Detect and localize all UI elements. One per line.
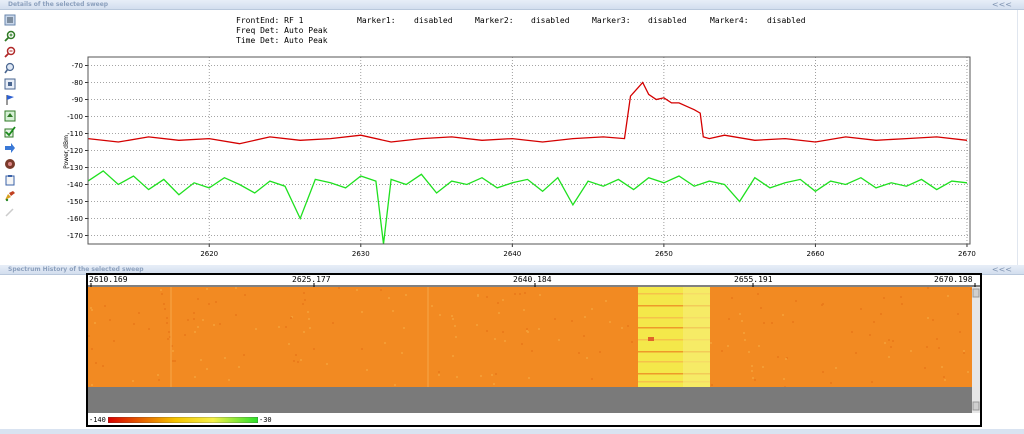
x-tick-label: 2620 xyxy=(200,250,218,258)
zoom-in-icon[interactable] xyxy=(3,29,17,43)
check-icon[interactable] xyxy=(3,125,17,139)
plot-frame xyxy=(87,56,971,245)
x-tick-label: 2670 xyxy=(958,250,976,258)
x-tick-label: 2630 xyxy=(352,250,370,258)
y-tick-label: -160 xyxy=(67,215,83,223)
y-tick-label: -130 xyxy=(67,164,83,172)
right-edge xyxy=(1017,10,1024,265)
collapse-button[interactable]: <<< xyxy=(991,265,1012,274)
history-freq-label: 2625.177 xyxy=(292,275,331,284)
spectrum-plot[interactable]: 2620 2630 2640 2650 2660 2670 -70 -80 -90 -100 -11… xyxy=(0,0,1024,265)
frontend-label: FrontEnd: RF 1 xyxy=(236,16,304,25)
y-tick-label: -100 xyxy=(67,113,83,121)
plot-ticks: 2620 2630 2640 2650 2660 2670 -70 -80 -90 -100 -11… xyxy=(67,62,976,258)
flag-icon[interactable] xyxy=(3,93,17,107)
y-tick-label: -90 xyxy=(72,96,83,104)
list-icon[interactable] xyxy=(3,13,17,27)
max-power-trace xyxy=(87,81,968,145)
plot-grid xyxy=(88,57,970,244)
marker3-value: disabled xyxy=(648,16,687,25)
marker1-value: disabled xyxy=(414,16,453,25)
waterfall-image xyxy=(88,283,980,413)
marker2-label: Marker2: xyxy=(475,16,514,25)
fit-icon[interactable] xyxy=(3,77,17,91)
arrow-right-icon[interactable] xyxy=(3,141,17,155)
paint-icon[interactable] xyxy=(3,189,17,203)
history-freq-label: 2655.191 xyxy=(734,275,773,284)
brush-icon[interactable] xyxy=(3,205,17,219)
marker-icon[interactable] xyxy=(3,109,17,123)
y-tick-label: -140 xyxy=(67,181,83,189)
clipboard-icon[interactable] xyxy=(3,173,17,187)
freq-detector-label: Freq Det: Auto Peak xyxy=(236,26,328,35)
zoom-box-icon[interactable] xyxy=(3,61,17,75)
y-axis-label: Power dBm xyxy=(63,135,70,169)
marker2-value: disabled xyxy=(531,16,570,25)
y-tick-label: -110 xyxy=(67,130,83,138)
y-tick-label: -70 xyxy=(72,62,83,70)
history-freq-label: 2640.184 xyxy=(513,275,552,284)
plot-toolbar xyxy=(2,11,18,221)
x-tick-label: 2660 xyxy=(807,250,825,258)
marker3-label: Marker3: xyxy=(592,16,631,25)
time-detector-label: Time Det: Auto Peak xyxy=(236,36,328,45)
y-tick-label: -150 xyxy=(67,198,83,206)
history-freq-label: 2610.169 xyxy=(89,275,128,284)
y-tick-label: -80 xyxy=(72,79,83,87)
plot-series xyxy=(87,81,968,245)
color-legend-bar xyxy=(108,417,258,423)
y-tick-label: -170 xyxy=(67,232,83,240)
x-tick-label: 2640 xyxy=(503,250,521,258)
legend-max-label: -30 xyxy=(259,416,272,424)
spectrum-history[interactable]: 2610.169 2625.177 2640.184 2655.191 2670… xyxy=(86,273,982,427)
y-tick-label: -120 xyxy=(67,147,83,155)
legend-min-label: -140 xyxy=(89,416,106,424)
history-freq-label: 2670.198 xyxy=(934,275,973,284)
marker1-label: Marker1: xyxy=(357,16,396,25)
zoom-out-icon[interactable] xyxy=(3,45,17,59)
window-bottom-border xyxy=(0,429,1024,434)
avg-power-trace xyxy=(87,170,968,245)
record-icon[interactable] xyxy=(3,157,17,171)
panel-title: Details of the selected sweep xyxy=(8,1,109,8)
panel-title: Spectrum History of the selected sweep xyxy=(8,266,144,273)
x-tick-label: 2650 xyxy=(655,250,673,258)
collapse-button[interactable]: <<< xyxy=(991,0,1012,9)
sweep-details-header: Details of the selected sweep <<< xyxy=(0,0,1024,10)
marker4-label: Marker4: xyxy=(710,16,749,25)
marker4-value: disabled xyxy=(767,16,806,25)
